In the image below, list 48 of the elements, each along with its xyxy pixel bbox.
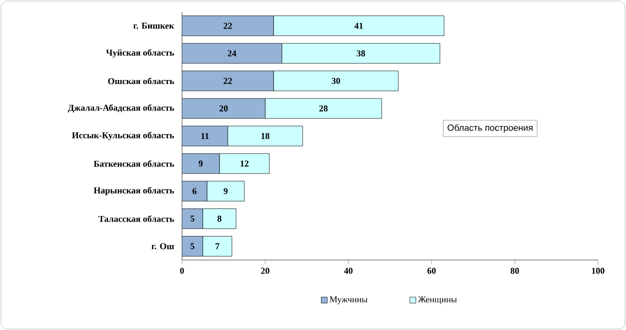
data-label: 12 bbox=[240, 160, 248, 167]
bar bbox=[182, 208, 203, 229]
data-label: 24 bbox=[228, 50, 236, 56]
bar bbox=[182, 16, 274, 36]
bar bbox=[219, 153, 270, 174]
bar bbox=[182, 70, 274, 92]
y-tick-label: г. Бишкек bbox=[133, 22, 174, 29]
data-label: 11 bbox=[201, 133, 209, 139]
y-tick-label: Джалал-Абадская область bbox=[68, 104, 174, 113]
annotation: Область построения bbox=[448, 124, 532, 133]
bar bbox=[182, 98, 266, 119]
bar bbox=[202, 208, 236, 229]
data-label: 20 bbox=[219, 105, 228, 112]
data-label: 22 bbox=[224, 78, 232, 84]
bar bbox=[182, 236, 203, 256]
y-tick-label: Баткенская область bbox=[94, 160, 174, 167]
x-tick-label: 80 bbox=[510, 268, 519, 274]
data-label: 28 bbox=[319, 105, 328, 112]
data-label: 38 bbox=[356, 50, 366, 56]
bar bbox=[182, 126, 228, 146]
y-tick-label: Чуйская область bbox=[106, 49, 174, 58]
data-label: 18 bbox=[261, 132, 270, 140]
x-tick-label: 100 bbox=[592, 268, 604, 274]
data-label: 30 bbox=[332, 78, 340, 84]
y-tick-label: Ошская область bbox=[108, 78, 174, 84]
legend-label: Мужчины bbox=[330, 296, 368, 304]
x-tick-label: 60 bbox=[427, 268, 436, 274]
y-tick-label: Иссык-Кульская область bbox=[72, 132, 174, 140]
legend-label: Женщины bbox=[418, 296, 457, 304]
data-label: 41 bbox=[354, 22, 363, 29]
bar bbox=[182, 180, 208, 202]
data-label: 7 bbox=[216, 243, 220, 250]
x-tick-label: 0 bbox=[180, 268, 184, 274]
y-tick-label: г. Ош bbox=[152, 243, 174, 250]
data-label: 8 bbox=[218, 216, 222, 222]
x-tick-label: 20 bbox=[261, 268, 270, 274]
y-tick-label: Таласская область bbox=[98, 215, 174, 222]
data-label: 5 bbox=[190, 216, 194, 222]
bar bbox=[182, 43, 282, 64]
data-label: 9 bbox=[198, 160, 203, 167]
bar bbox=[206, 180, 245, 202]
data-label: 9 bbox=[224, 188, 228, 194]
bar bbox=[182, 153, 220, 174]
data-label: 22 bbox=[224, 22, 232, 29]
data-label: 5 bbox=[190, 243, 194, 250]
y-tick-label: Нарынская область bbox=[94, 186, 174, 196]
x-tick-label: 40 bbox=[344, 268, 353, 274]
data-label: 6 bbox=[192, 188, 196, 194]
